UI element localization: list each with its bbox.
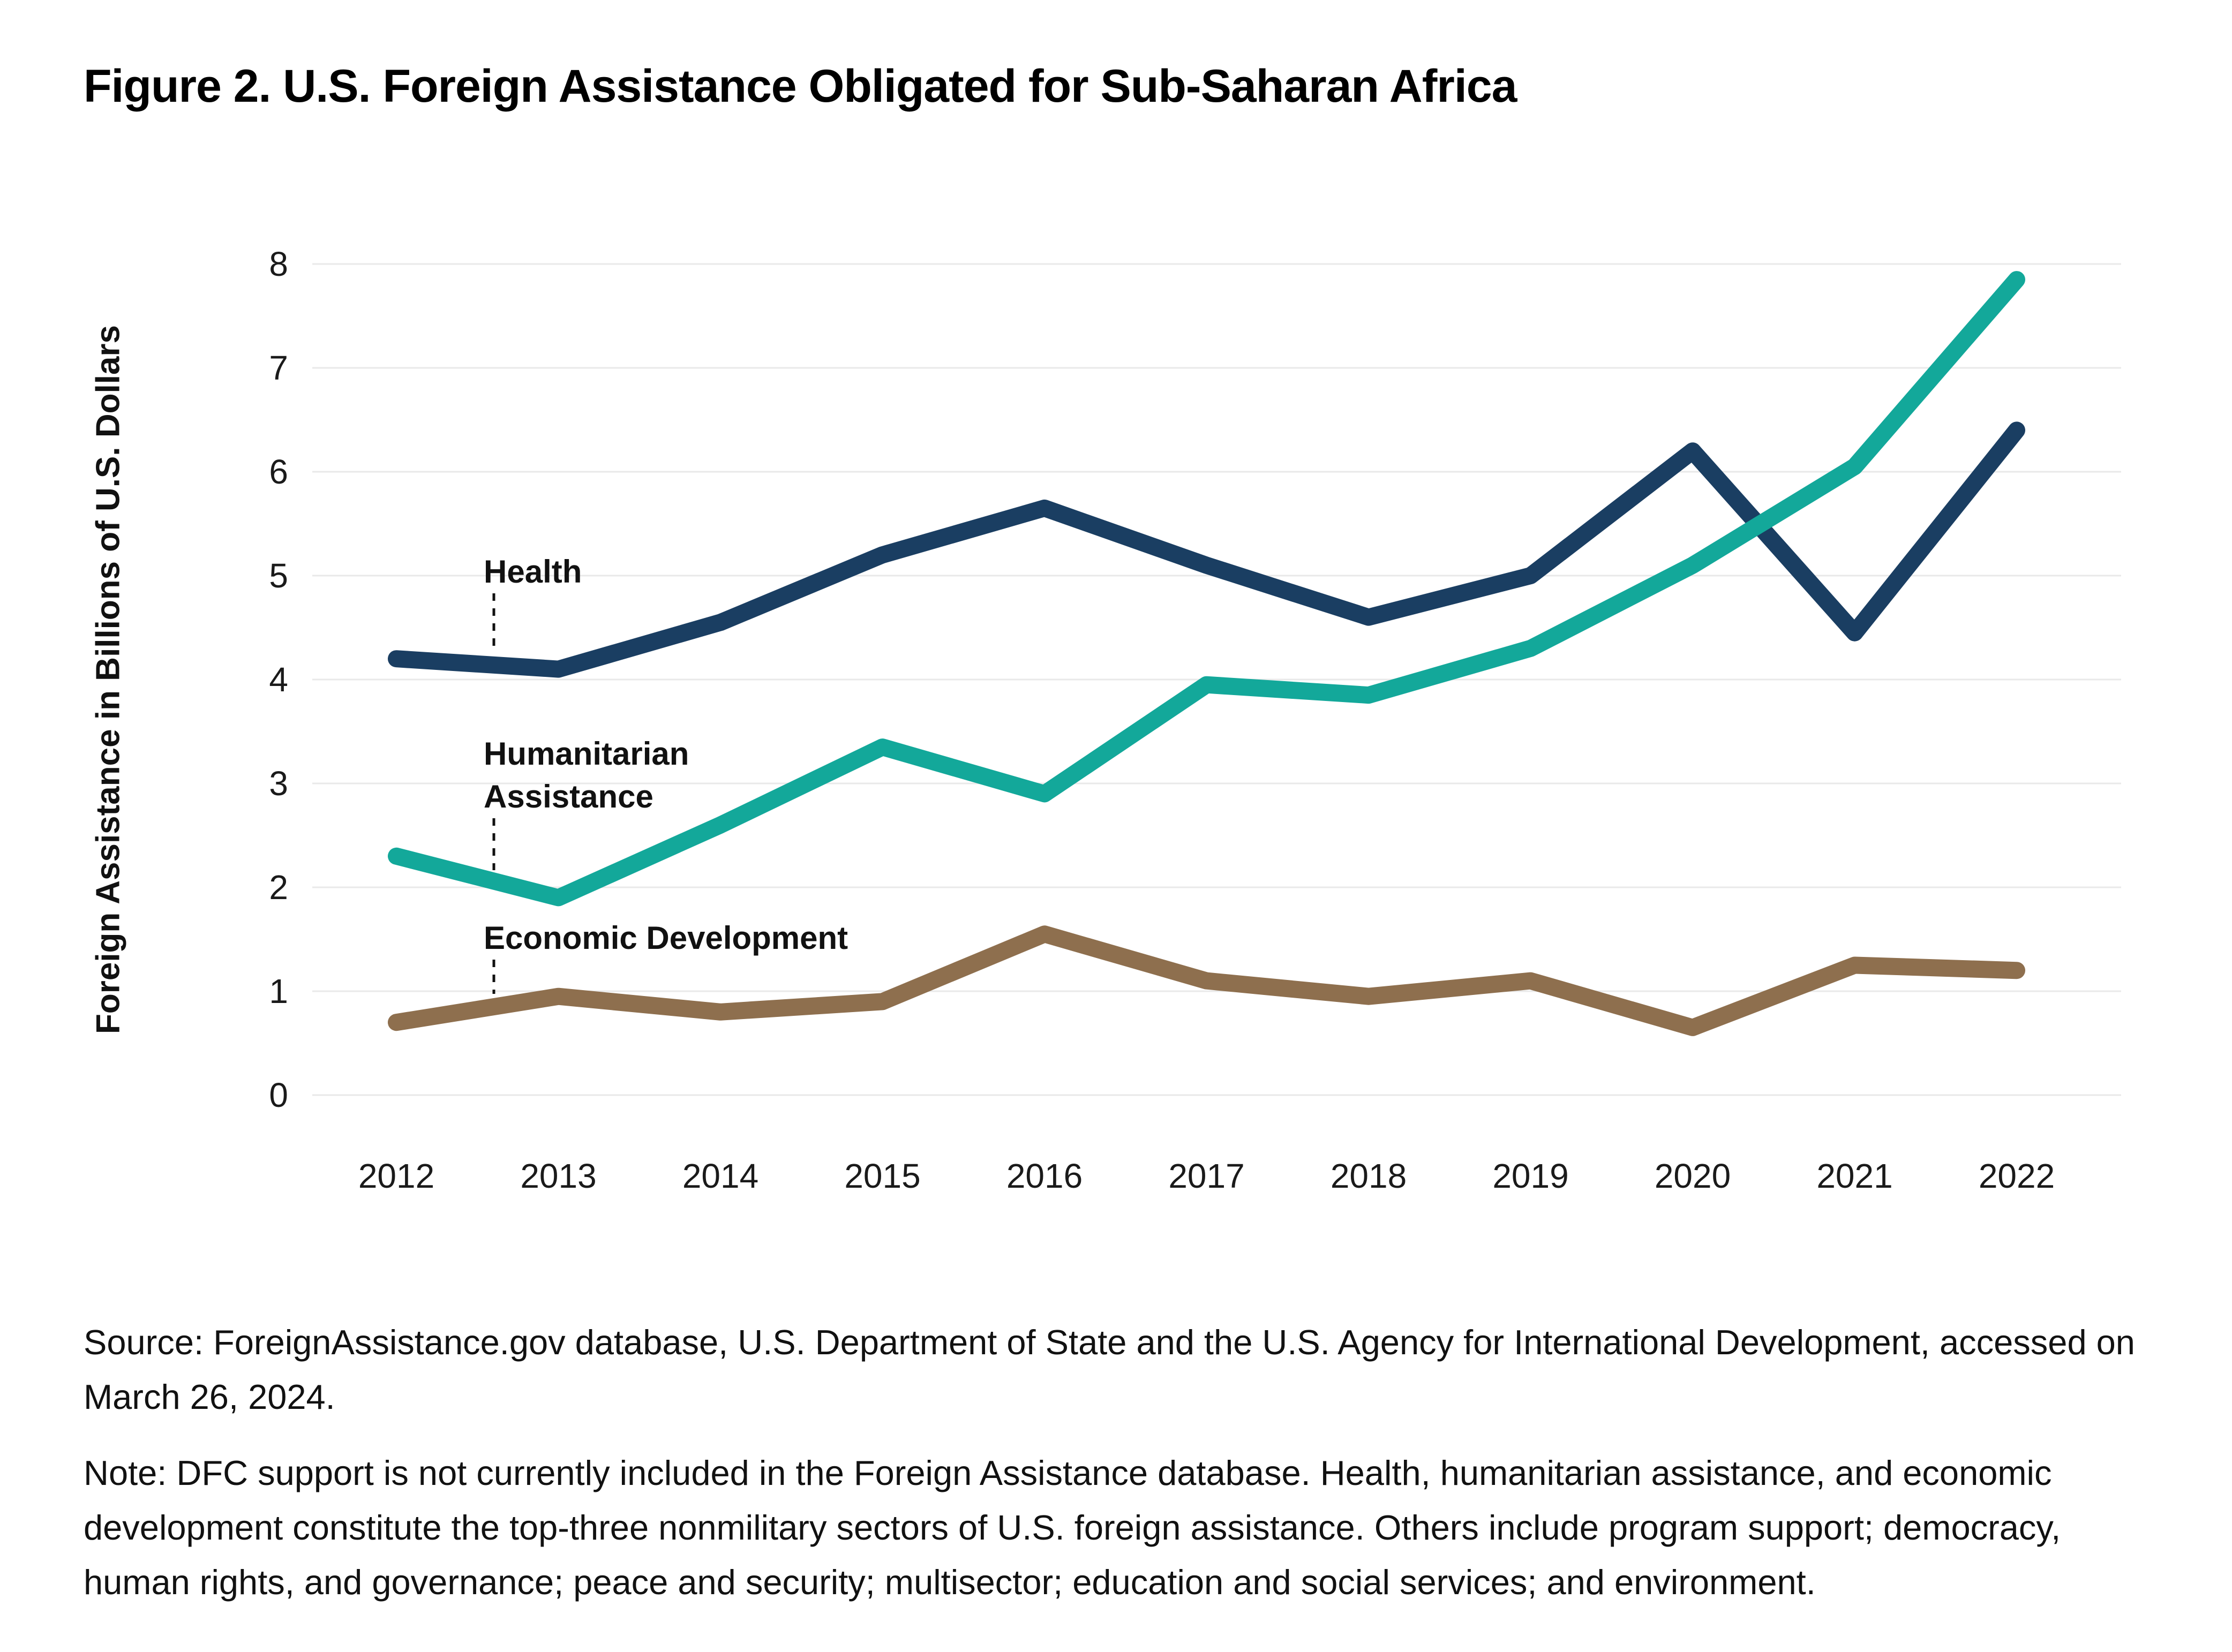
humanitarian-assistance-line xyxy=(388,271,2025,907)
x-tick-label-2015: 2015 xyxy=(844,1157,921,1195)
footnote: Note: DFC support is not currently inclu… xyxy=(84,1453,2061,1602)
y-tick-label-4: 4 xyxy=(269,660,288,699)
series-label-economic-development: Economic Development xyxy=(484,920,848,956)
x-tick-label-2014: 2014 xyxy=(682,1157,759,1195)
x-tick-label-2021: 2021 xyxy=(1816,1157,1893,1195)
economic-development-line xyxy=(388,925,2025,1036)
x-tick-label-2013: 2013 xyxy=(520,1157,597,1195)
source-note: Source: ForeignAssistance.gov database, … xyxy=(84,1323,2135,1416)
x-tick-label-2016: 2016 xyxy=(1006,1157,1083,1195)
x-tick-label-2020: 2020 xyxy=(1654,1157,1731,1195)
series-label-humanitarian-assistance: Humanitarian Assistance xyxy=(484,736,689,814)
x-tick-label-2022: 2022 xyxy=(1978,1157,2055,1195)
y-tick-label-5: 5 xyxy=(269,556,288,595)
figure-title: Figure 2. U.S. Foreign Assistance Obliga… xyxy=(84,61,1517,112)
x-tick-label-2017: 2017 xyxy=(1168,1157,1245,1195)
y-tick-label-7: 7 xyxy=(269,349,288,387)
series-label-health: Health xyxy=(484,554,582,590)
y-tick-label-0: 0 xyxy=(269,1076,288,1114)
y-tick-label-6: 6 xyxy=(269,452,288,491)
y-tick-label-8: 8 xyxy=(269,245,288,283)
y-tick-label-3: 3 xyxy=(269,764,288,803)
y-tick-label-1: 1 xyxy=(269,972,288,1010)
data-series-lines xyxy=(388,271,2025,1036)
x-tick-label-2012: 2012 xyxy=(358,1157,435,1195)
health-line xyxy=(388,421,2025,678)
y-tick-label-2: 2 xyxy=(269,868,288,907)
x-tick-label-2018: 2018 xyxy=(1330,1157,1407,1195)
x-tick-label-2019: 2019 xyxy=(1492,1157,1569,1195)
